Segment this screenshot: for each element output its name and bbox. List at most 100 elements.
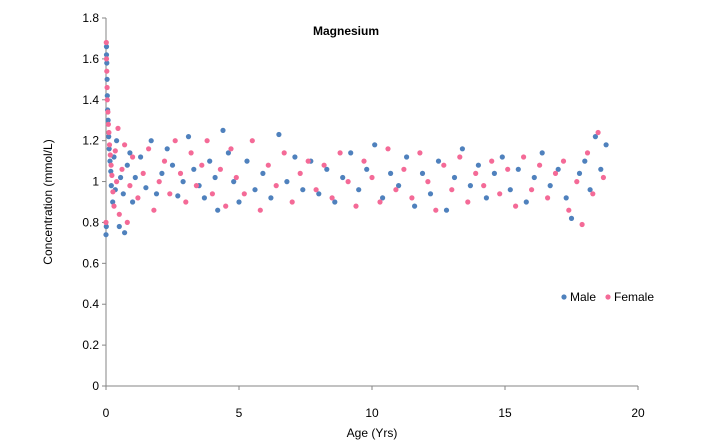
data-point-male bbox=[185, 134, 192, 140]
data-point-male bbox=[236, 199, 242, 205]
y-tick-label: 1.6 bbox=[82, 52, 99, 66]
data-point-female bbox=[108, 162, 114, 168]
data-point-male bbox=[284, 179, 290, 185]
y-tick-label: 1.8 bbox=[82, 11, 99, 25]
data-point-female bbox=[223, 203, 229, 209]
data-point-female bbox=[313, 187, 319, 193]
data-point-male bbox=[364, 166, 370, 172]
data-point-female bbox=[409, 195, 415, 201]
data-point-female bbox=[177, 170, 184, 176]
data-point-male bbox=[451, 174, 458, 181]
data-point-female bbox=[209, 191, 215, 197]
data-point-male bbox=[110, 199, 116, 205]
legend-label-male: Male bbox=[570, 290, 596, 304]
data-point-male bbox=[568, 215, 575, 221]
data-point-male bbox=[592, 134, 599, 140]
data-point-male bbox=[324, 166, 330, 172]
data-point-female bbox=[105, 109, 111, 115]
data-point-female bbox=[305, 158, 311, 164]
data-point-male bbox=[153, 191, 160, 197]
data-point-female bbox=[457, 154, 463, 160]
x-axis-ticks: 0 5 10 15 20 bbox=[103, 386, 645, 420]
data-point-female bbox=[369, 174, 375, 181]
data-point-male bbox=[132, 174, 138, 181]
data-point-male bbox=[563, 195, 569, 201]
data-point-male bbox=[507, 187, 513, 193]
data-point-female bbox=[105, 121, 111, 127]
data-point-male bbox=[169, 162, 176, 168]
data-point-female bbox=[104, 68, 110, 74]
data-point-male bbox=[300, 187, 306, 193]
data-point-female bbox=[505, 166, 511, 172]
data-point-female bbox=[241, 191, 247, 197]
data-points bbox=[103, 39, 609, 238]
data-point-female bbox=[552, 170, 559, 176]
y-axis: 0 0.2 0.4 0.6 0.8 1 1.2 1.4 1.6 1.8 bbox=[82, 11, 107, 393]
data-point-male bbox=[427, 191, 434, 197]
y-tick-label: 1.4 bbox=[82, 93, 99, 107]
legend-item-male: Male bbox=[561, 290, 596, 304]
data-point-female bbox=[521, 154, 527, 160]
data-point-female bbox=[140, 170, 146, 176]
data-point-female bbox=[545, 195, 551, 201]
data-point-female bbox=[115, 125, 121, 131]
data-point-female bbox=[130, 154, 136, 160]
data-point-female bbox=[103, 219, 109, 225]
data-point-female bbox=[110, 189, 116, 195]
y-tick-label: 0 bbox=[92, 379, 99, 393]
data-point-male bbox=[603, 142, 609, 148]
data-point-male bbox=[164, 146, 170, 152]
data-point-male bbox=[105, 117, 111, 123]
data-point-female bbox=[489, 158, 495, 164]
data-point-male bbox=[231, 179, 237, 185]
data-point-female bbox=[217, 166, 223, 172]
y-tick-label: 0.4 bbox=[82, 297, 99, 311]
data-point-female bbox=[345, 179, 351, 185]
data-point-female bbox=[104, 84, 110, 91]
data-point-female bbox=[103, 39, 109, 46]
data-point-female bbox=[385, 146, 391, 152]
data-point-female bbox=[513, 203, 519, 209]
data-point-male bbox=[106, 134, 112, 140]
data-point-male bbox=[372, 142, 378, 148]
data-point-female bbox=[172, 138, 178, 144]
data-point-male bbox=[103, 44, 110, 50]
data-point-female bbox=[289, 199, 295, 205]
data-point-male bbox=[340, 174, 346, 181]
data-point-female bbox=[112, 148, 118, 154]
data-point-female bbox=[481, 183, 487, 189]
y-axis-title: Concentration (mmol/L) bbox=[41, 139, 55, 264]
data-point-female bbox=[193, 183, 199, 189]
legend-label-female: Female bbox=[614, 290, 654, 304]
data-point-female bbox=[249, 138, 255, 144]
data-point-male bbox=[175, 193, 181, 199]
data-point-female bbox=[111, 203, 117, 209]
data-point-female bbox=[579, 221, 585, 228]
x-tick-label: 10 bbox=[365, 406, 379, 420]
data-point-female bbox=[425, 179, 431, 185]
data-point-female bbox=[116, 211, 122, 217]
data-point-male bbox=[104, 60, 110, 66]
data-point-male bbox=[380, 195, 386, 201]
data-point-male bbox=[122, 230, 128, 236]
data-point-female bbox=[122, 142, 128, 148]
data-point-female bbox=[199, 162, 205, 168]
data-point-female bbox=[161, 158, 168, 164]
data-point-female bbox=[107, 152, 113, 158]
data-point-male bbox=[108, 183, 114, 189]
data-point-female bbox=[353, 203, 359, 209]
data-point-female bbox=[151, 207, 157, 213]
data-point-female bbox=[109, 172, 115, 178]
data-point-male bbox=[555, 166, 561, 172]
data-point-female bbox=[119, 166, 125, 172]
data-point-female bbox=[465, 199, 471, 205]
data-point-male bbox=[143, 185, 149, 191]
data-point-female bbox=[146, 146, 152, 152]
data-point-male bbox=[459, 146, 465, 152]
data-point-male bbox=[244, 158, 250, 164]
y-tick-label: 1 bbox=[92, 175, 99, 189]
data-point-male bbox=[138, 154, 144, 160]
data-point-female bbox=[127, 183, 133, 189]
data-point-female bbox=[497, 191, 503, 197]
y-tick-label: 0.8 bbox=[82, 215, 99, 229]
